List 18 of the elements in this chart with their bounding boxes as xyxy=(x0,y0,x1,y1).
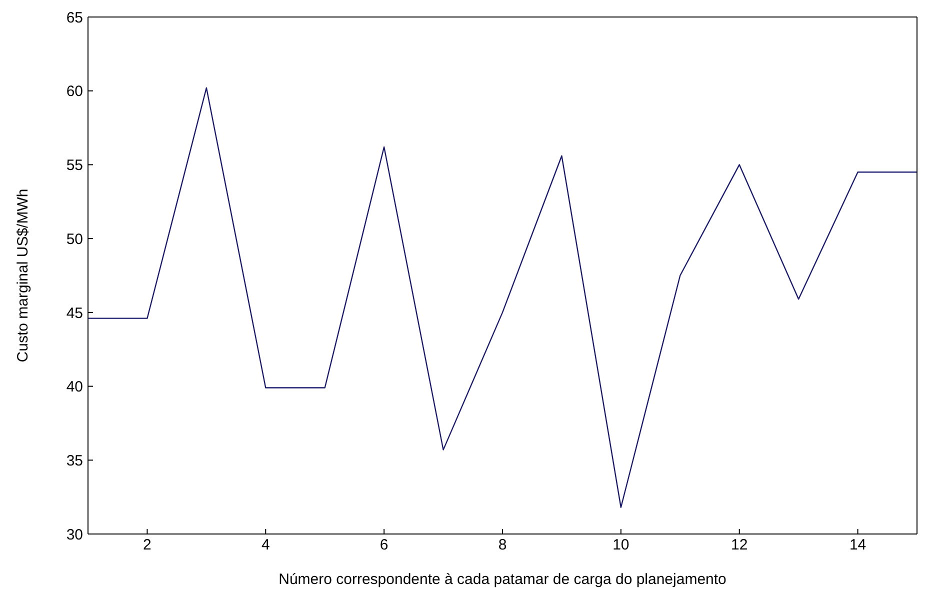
x-axis-title: Número correspondente à cada patamar de carga do planejamento xyxy=(278,571,726,588)
x-tick-label: 4 xyxy=(261,536,270,554)
x-tick-label: 12 xyxy=(731,536,748,554)
y-axis-title: Custo marginal US$/MWh xyxy=(14,188,32,362)
y-tick-label: 55 xyxy=(66,157,83,174)
y-tick-label: 40 xyxy=(66,378,83,396)
x-tick-label: 2 xyxy=(143,536,152,554)
line-series xyxy=(88,87,917,508)
x-tick-label: 14 xyxy=(849,536,866,554)
y-tick-label: 60 xyxy=(66,83,83,100)
x-tick-label: 8 xyxy=(498,536,507,554)
y-tick-label: 45 xyxy=(66,304,83,322)
y-tick-label: 30 xyxy=(66,526,83,544)
y-tick-label: 35 xyxy=(66,452,83,470)
x-tick-label: 10 xyxy=(612,536,630,554)
y-tick-label: 65 xyxy=(66,9,83,26)
y-tick-label: 50 xyxy=(66,230,83,248)
x-tick-label: 6 xyxy=(380,536,388,554)
